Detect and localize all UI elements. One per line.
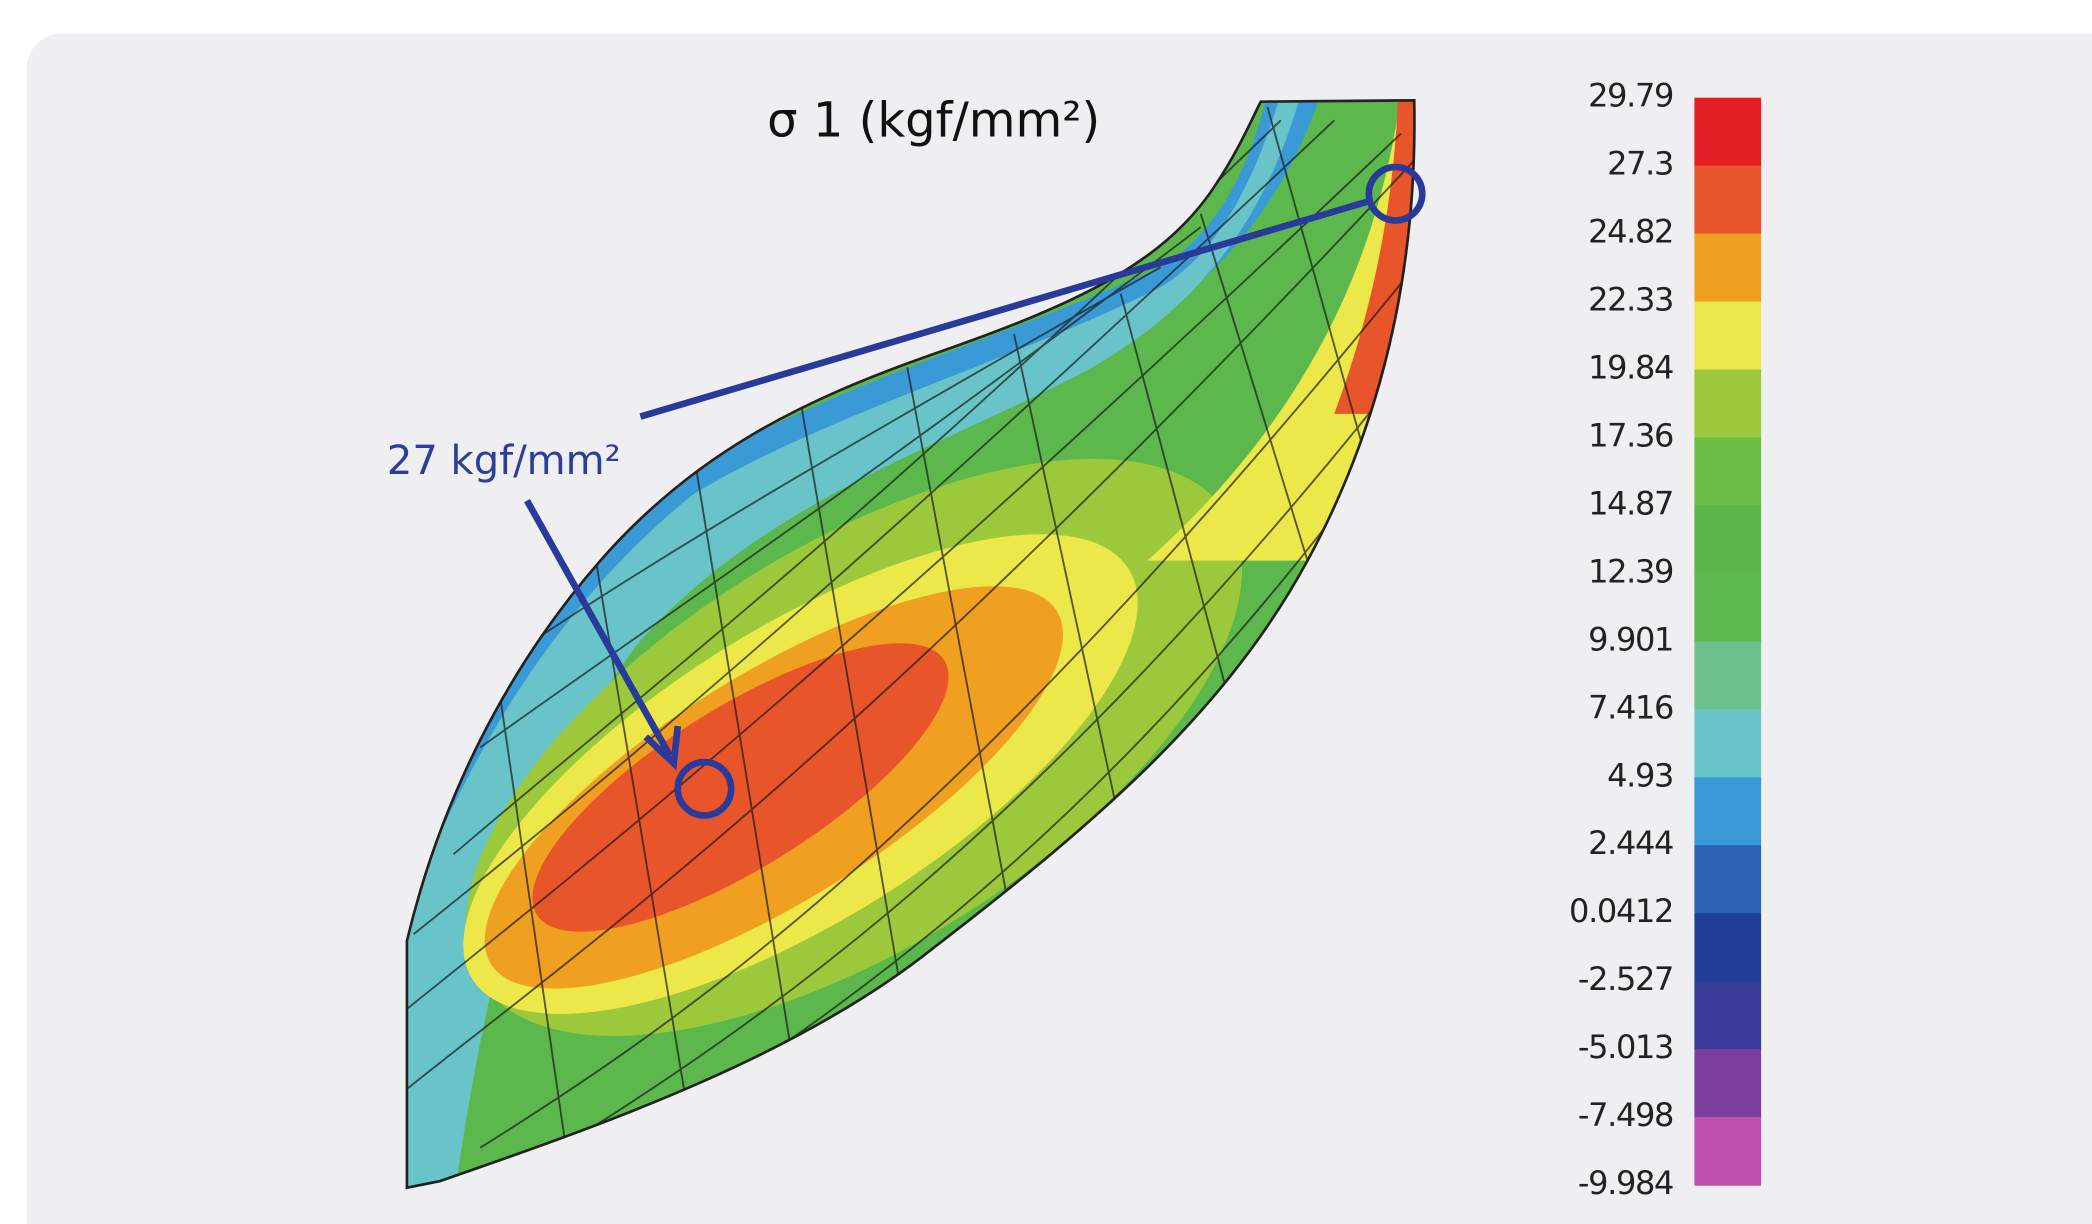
colorbar-label: 19.84 [1588, 349, 1673, 387]
colorbar-label: -5.013 [1578, 1028, 1673, 1066]
colorbar-label: 2.444 [1588, 824, 1673, 862]
colorbar-band [1694, 97, 1762, 167]
title: σ 1 (kgf/mm²) [767, 92, 1100, 148]
colorbar-band [1694, 913, 1762, 982]
colorbar-band [1694, 573, 1762, 643]
colorbar-label: 9.901 [1588, 620, 1673, 658]
colorbar-label: -2.527 [1578, 960, 1673, 998]
colorbar-label: 22.33 [1588, 281, 1673, 319]
colorbar-label: 17.36 [1588, 416, 1673, 454]
colorbar-band [1694, 777, 1762, 846]
colorbar-band [1694, 641, 1762, 710]
colorbar-band [1694, 981, 1762, 1050]
colorbar-band [1694, 233, 1762, 303]
colorbar-band [1694, 1049, 1762, 1118]
colorbar-label: 12.39 [1588, 552, 1673, 590]
blade-outline [405, 98, 1416, 1190]
colorbar-band [1694, 437, 1762, 507]
colorbar: 29.79 27.3 24.82 22.33 19.84 17.36 14.87 12.39 9… [1569, 77, 1762, 1202]
colorbar-label: 29.79 [1588, 77, 1673, 115]
annotation: 27 kgf/mm² [387, 438, 621, 484]
colorbar-band [1694, 165, 1762, 235]
colorbar-label: -7.498 [1578, 1096, 1673, 1134]
colorbar-label: -9.984 [1578, 1164, 1673, 1202]
colorbar-label: 14.87 [1588, 484, 1673, 522]
colorbar-band [1694, 709, 1762, 778]
colorbar-band [1694, 1117, 1762, 1186]
colorbar-label: 7.416 [1588, 688, 1673, 726]
colorbar-label: 4.93 [1607, 756, 1673, 794]
colorbar-band [1694, 845, 1762, 914]
colorbar-band [1694, 505, 1762, 575]
colorbar-label: 24.82 [1588, 213, 1673, 251]
colorbar-label: 0.0412 [1569, 892, 1673, 930]
colorbar-band [1694, 301, 1762, 371]
callouts [524, 163, 1426, 819]
colorbar-label: 27.3 [1607, 145, 1673, 183]
colorbar-band [1694, 369, 1762, 439]
